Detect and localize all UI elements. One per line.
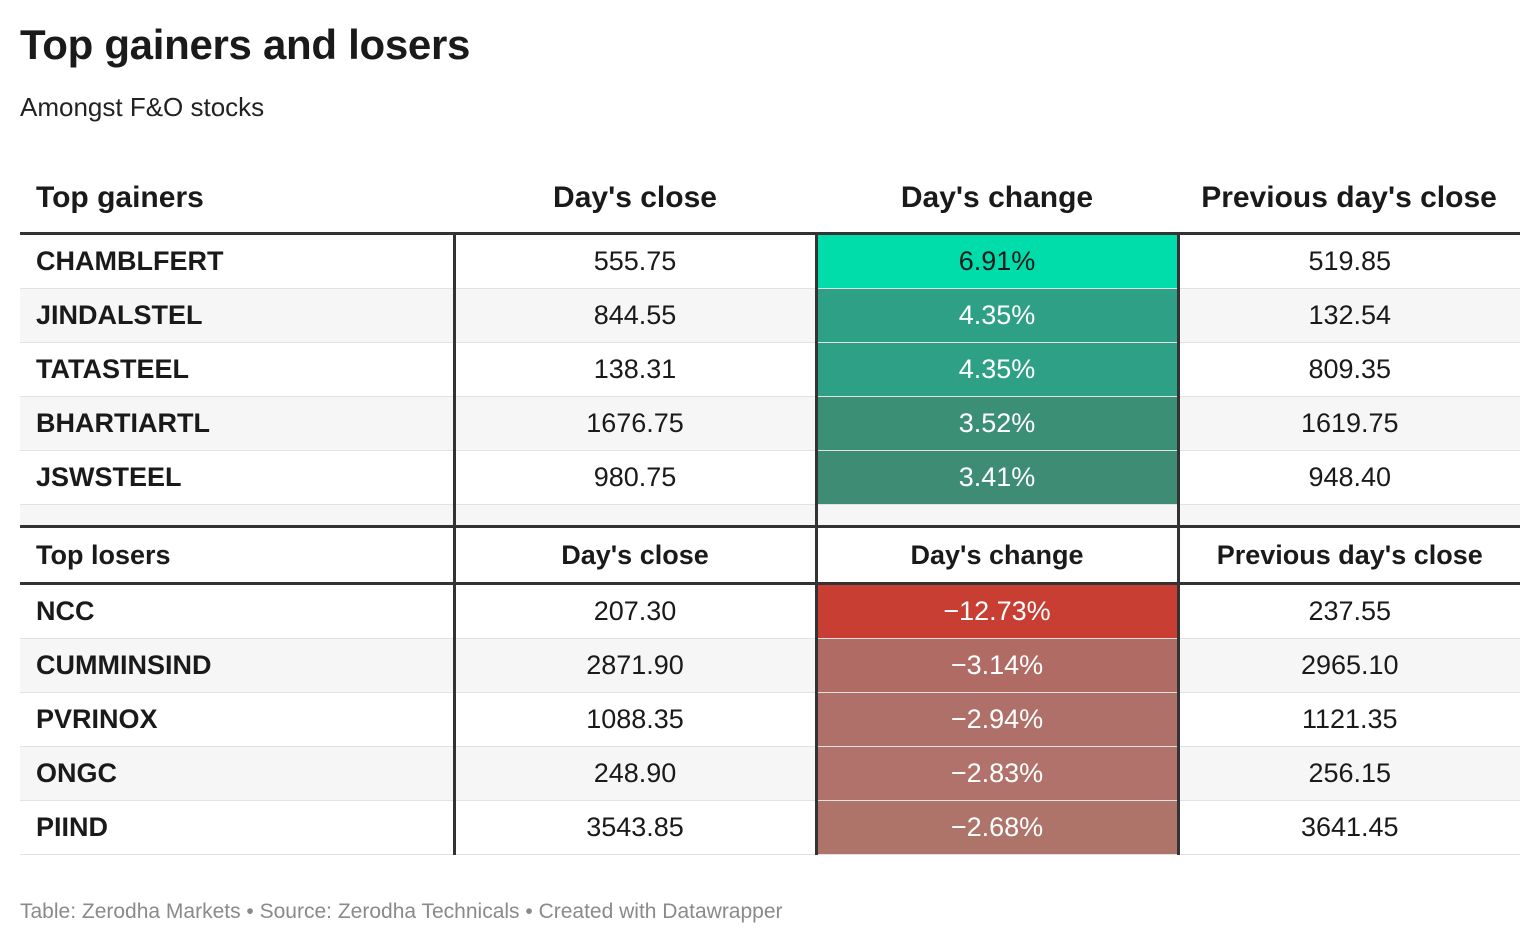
loser-stock-name-cell: CUMMINSIND (20, 638, 454, 693)
loser-day-close-cell: 2871.90 (452, 638, 816, 693)
gainers-header-prev: Previous day's close (1178, 164, 1520, 235)
loser-stock-name-cell: NCC (20, 583, 454, 639)
gainer-day-close-cell: 555.75 (452, 233, 816, 289)
gainer-row: TATASTEEL 138.31 4.35% 809.35 (20, 342, 1520, 397)
loser-stock-name-cell: ONGC (20, 746, 454, 801)
spacer-cell (452, 504, 816, 528)
gainer-stock-name-cell: CHAMBLFERT (20, 233, 454, 289)
loser-row: NCC 207.30 −12.73% 237.55 (20, 583, 1520, 639)
gainer-prev-close-cell: 519.85 (1176, 233, 1520, 289)
chart-subtitle: Amongst F&O stocks (20, 92, 265, 122)
gainer-stock-name-cell: JSWSTEEL (20, 450, 454, 505)
gainers-header-change: Day's change (816, 164, 1178, 235)
data-table: Top gainers Day's close Day's change Pre… (20, 164, 1520, 855)
chart-title: Top gainers and losers (20, 21, 471, 68)
gainer-day-close-cell: 844.55 (452, 288, 816, 343)
losers-body: NCC 207.30 −12.73% 237.55 CUMMINSIND 2871.90−… (20, 583, 1520, 855)
gainers-body: CHAMBLFERT 555.75 6.91% 519.85 JINDALSTEL 844… (20, 233, 1520, 505)
losers-header-close: Day's close (452, 526, 816, 585)
spacer-cell (20, 504, 454, 528)
gainer-prev-close-cell: 948.40 (1176, 450, 1520, 505)
gainer-row: JSWSTEEL 980.75 3.41% 948.40 (20, 450, 1520, 505)
loser-day-change-cell: −2.83% (814, 746, 1178, 801)
gainers-header-name: Top gainers (20, 164, 454, 235)
gainers-header-row: Top gainers Day's close Day's change Pre… (20, 164, 1520, 235)
loser-day-close-cell: 1088.35 (452, 692, 816, 747)
gainer-day-change-cell: 3.52% (814, 396, 1178, 451)
losers-header-change: Day's change (814, 526, 1178, 585)
gainer-stock-name-cell: BHARTIARTL (20, 396, 454, 451)
loser-day-close-cell: 207.30 (452, 583, 816, 639)
loser-row: PIIND 3543.85 −2.68% 3641.45 (20, 800, 1520, 855)
gainer-row: BHARTIARTL 1676.75 3.52% 1619.75 (20, 396, 1520, 451)
loser-row: ONGC 248.90 −2.83% 256.15 (20, 746, 1520, 801)
chart-footer: Table: Zerodha Markets • Source: Zerodha… (20, 900, 783, 923)
loser-prev-close-cell: 1121.35 (1176, 692, 1520, 747)
loser-prev-close-cell: 256.15 (1176, 746, 1520, 801)
gainer-day-close-cell: 1676.75 (452, 396, 816, 451)
loser-day-change-cell: −2.94% (814, 692, 1178, 747)
gainer-prev-close-cell: 1619.75 (1176, 396, 1520, 451)
gainer-day-change-cell: 3.41% (814, 450, 1178, 505)
loser-stock-name-cell: PVRINOX (20, 692, 454, 747)
gainer-day-change-cell: 4.35% (814, 288, 1178, 343)
gainer-day-change-cell: 6.91% (814, 233, 1178, 289)
losers-header-prev: Previous day's close (1176, 526, 1520, 585)
loser-prev-close-cell: 2965.10 (1176, 638, 1520, 693)
loser-row: CUMMINSIND 2871.90 −3.14% 2965.10 (20, 638, 1520, 693)
loser-day-change-cell: −12.73% (814, 583, 1178, 639)
gainers-header-close: Day's close (454, 164, 816, 235)
loser-day-close-cell: 248.90 (452, 746, 816, 801)
gainer-stock-name-cell: JINDALSTEL (20, 288, 454, 343)
gainer-row: JINDALSTEL 844.55 4.35% 132.54 (20, 288, 1520, 343)
gainer-stock-name-cell: TATASTEEL (20, 342, 454, 397)
loser-stock-name-cell: PIIND (20, 800, 454, 855)
losers-header-name: Top losers (20, 526, 454, 585)
loser-row: PVRINOX 1088.35 −2.94% 1121.35 (20, 692, 1520, 747)
loser-prev-close-cell: 3641.45 (1176, 800, 1520, 855)
loser-day-close-cell: 3543.85 (452, 800, 816, 855)
gainer-day-close-cell: 138.31 (452, 342, 816, 397)
gainer-row: CHAMBLFERT 555.75 6.91% 519.85 (20, 233, 1520, 289)
losers-header-row: Top losers Day's close Day's change Prev… (20, 526, 1520, 585)
gainer-prev-close-cell: 132.54 (1176, 288, 1520, 343)
loser-prev-close-cell: 237.55 (1176, 583, 1520, 639)
gainer-day-close-cell: 980.75 (452, 450, 816, 505)
spacer-cell (1176, 504, 1520, 528)
spacer-cell (814, 504, 1178, 528)
loser-day-change-cell: −2.68% (814, 800, 1178, 855)
gainer-prev-close-cell: 809.35 (1176, 342, 1520, 397)
loser-day-change-cell: −3.14% (814, 638, 1178, 693)
section-spacer (20, 504, 1520, 528)
gainer-day-change-cell: 4.35% (814, 342, 1178, 397)
